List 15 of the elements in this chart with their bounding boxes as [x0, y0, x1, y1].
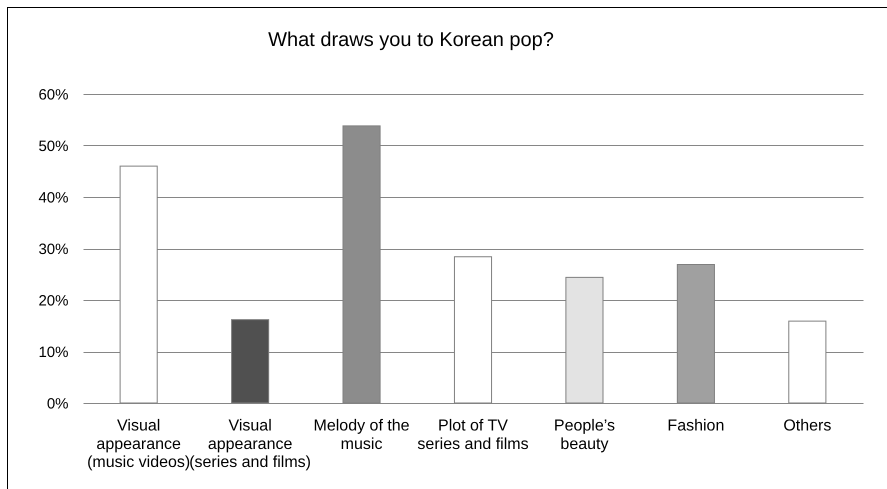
- y-tick-label: 10%: [38, 344, 68, 361]
- x-tick-label: Melody of the music: [314, 418, 410, 453]
- y-tick-label: 60%: [38, 86, 68, 104]
- y-tick-label: 0%: [46, 396, 68, 412]
- x-tick-label: People’s beauty: [554, 418, 615, 453]
- x-tick-label: Plot of TV series and films: [417, 418, 529, 453]
- x-tick-label: Fashion: [667, 418, 724, 434]
- y-tick-label: 20%: [38, 292, 68, 310]
- y-tick-label: 30%: [38, 241, 68, 258]
- x-tick-label: Others: [783, 418, 832, 434]
- x-tick-label: Visual appearance (series and films): [189, 418, 312, 472]
- x-tick-label: Visual appearance (music videos): [87, 418, 190, 472]
- y-tick-label: 50%: [38, 138, 68, 155]
- y-tick-label: 40%: [38, 190, 68, 206]
- chart-title: What draws you to Korean pop?: [268, 29, 554, 51]
